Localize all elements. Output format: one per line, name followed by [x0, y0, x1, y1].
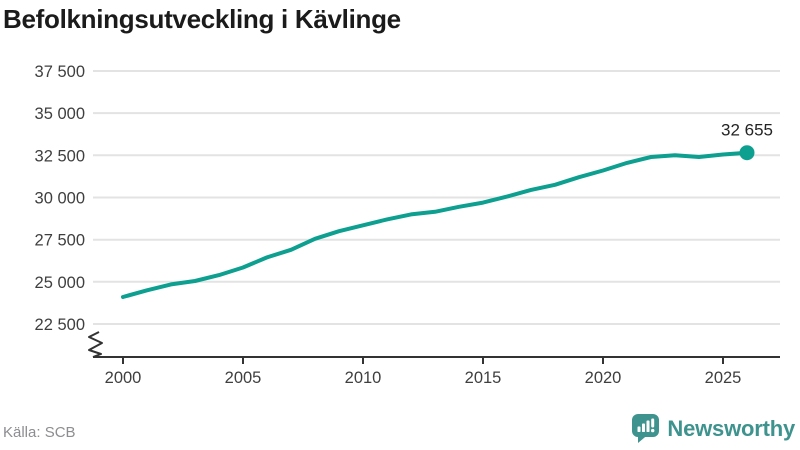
end-point-marker: [739, 145, 755, 161]
y-axis-tick-label: 32 500: [35, 147, 85, 165]
population-line-series: [121, 150, 749, 299]
newsworthy-logo[interactable]: Newsworthy: [631, 413, 795, 445]
axis-break-icon: [88, 331, 103, 358]
y-axis-tick-label: 30 000: [35, 190, 85, 208]
y-axis-tick-label: 25 000: [35, 274, 85, 292]
y-axis-tick-label: 35 000: [35, 105, 85, 123]
end-point-value-label: 32 655: [721, 121, 773, 140]
x-axis-tick-label: 2025: [705, 369, 742, 387]
x-axis-tick-label: 2005: [225, 369, 262, 387]
chart-title: Befolkningsutveckling i Kävlinge: [3, 4, 401, 34]
newsworthy-bubble-icon: [632, 414, 660, 443]
source-note: Källa: SCB: [3, 424, 76, 441]
newsworthy-wordmark: Newsworthy: [667, 416, 795, 441]
y-axis-tick-label: 37 500: [35, 63, 85, 81]
x-axis-tick-label: 2000: [105, 369, 142, 387]
x-axis-tick-label: 2015: [465, 369, 502, 387]
x-axis-tick-label: 2010: [345, 369, 382, 387]
y-axis-tick-label: 22 500: [35, 316, 85, 334]
x-axis-tick-label: 2020: [585, 369, 622, 387]
y-axis-tick-label: 27 500: [35, 232, 85, 250]
